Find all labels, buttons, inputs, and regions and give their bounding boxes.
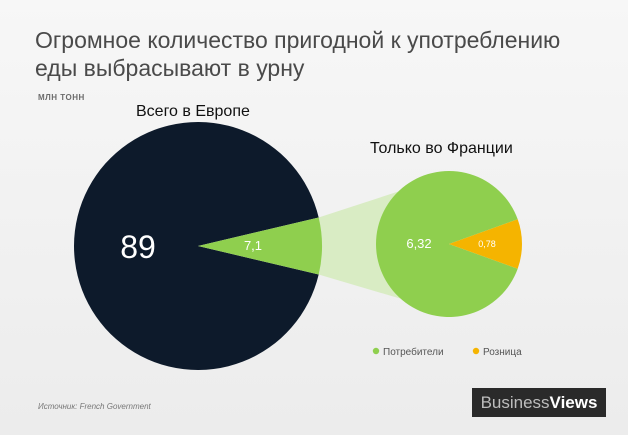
chart-title: Огромное количество пригодной к употребл…	[35, 27, 561, 81]
source-note: Источник: French Government	[38, 402, 151, 411]
data-label-europe-total: 89	[120, 229, 156, 265]
legend-label-consumers: Потребители	[383, 346, 444, 358]
legend-swatch-retail	[472, 347, 480, 355]
logo-part-views: Views	[549, 393, 598, 412]
pie-slice-europe-rest	[74, 122, 319, 370]
data-label-retail: 0,78	[478, 239, 496, 249]
unit-label: млн тонн	[38, 93, 85, 102]
brand-logo: BusinessViews	[472, 388, 606, 417]
legend-swatch-consumers	[372, 347, 380, 355]
pie-slice-france-consumers	[376, 170, 518, 318]
pie-slice-france-retail	[449, 219, 522, 269]
pie-slice-europe-france	[198, 217, 322, 275]
data-label-france-share: 7,1	[244, 238, 262, 253]
legend-label-retail: Розница	[483, 347, 522, 358]
europe-pie-title: Всего в Европе	[136, 103, 250, 120]
logo-part-business: Business	[480, 393, 550, 412]
data-label-consumers: 6,32	[406, 236, 431, 251]
france-pie-title: Только во Франции	[370, 140, 513, 157]
